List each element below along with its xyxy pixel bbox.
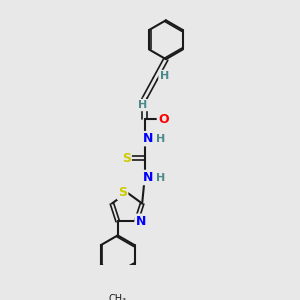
Text: S: S [122,152,131,165]
Text: S: S [118,186,127,199]
Text: N: N [136,215,146,228]
Text: CH₃: CH₃ [109,294,127,300]
Text: H: H [156,134,165,144]
Text: H: H [160,71,169,81]
Text: N: N [143,171,153,184]
Text: O: O [158,113,169,126]
Text: H: H [156,172,165,182]
Text: H: H [138,100,148,110]
Text: N: N [143,132,153,145]
